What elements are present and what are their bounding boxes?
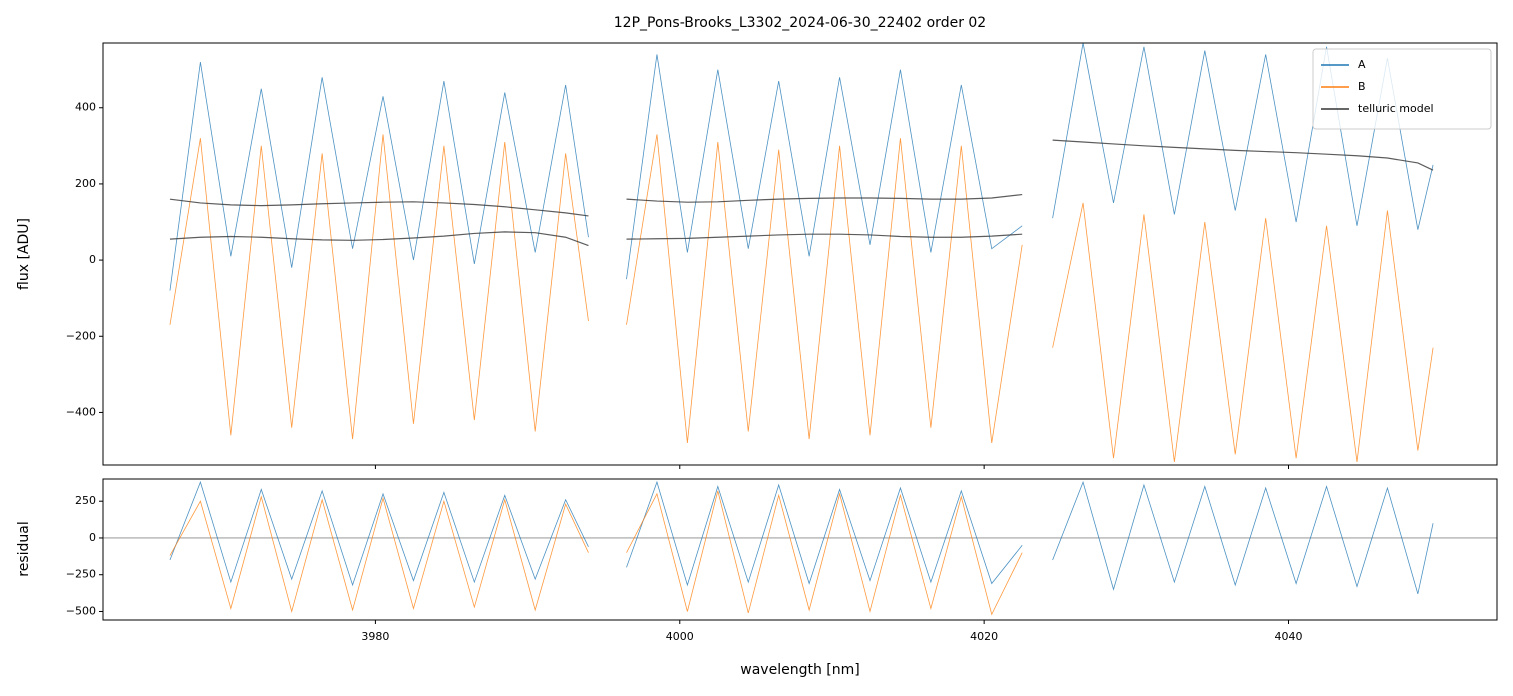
x-tick-label: 4020 <box>970 630 998 643</box>
spectrum-line <box>169 134 1434 463</box>
y-axis-label: residual <box>16 521 32 576</box>
model-line <box>169 139 1434 217</box>
x-axis-label: wavelength [nm] <box>740 662 859 678</box>
plot-area <box>103 480 1497 616</box>
legend-label: B <box>1358 80 1366 93</box>
legend-box <box>1312 48 1492 130</box>
y-tick-label: 200 <box>75 177 96 190</box>
legend-label: A <box>1358 58 1366 71</box>
model-line <box>169 231 1023 247</box>
y-tick-label: 0 <box>89 253 96 266</box>
y-tick-label: −250 <box>66 568 96 581</box>
axes-frame <box>102 478 1498 621</box>
y-tick-label: −500 <box>66 604 96 617</box>
spectrum-line <box>169 490 1023 616</box>
y-tick-label: −400 <box>66 405 96 418</box>
y-tick-label: −200 <box>66 329 96 342</box>
y-tick-label: 400 <box>75 101 96 114</box>
legend-label: telluric model <box>1358 102 1434 115</box>
plot-area <box>169 43 1434 463</box>
x-tick-label: 4040 <box>1275 630 1303 643</box>
spectrum-line <box>169 480 1434 594</box>
y-axis-label: flux [ADU] <box>16 218 32 290</box>
chart-title: 12P_Pons-Brooks_L3302_2024-06-30_22402 o… <box>614 15 986 31</box>
y-tick-label: 0 <box>89 531 96 544</box>
axes-frame <box>102 42 1498 466</box>
x-tick-label: 4000 <box>666 630 694 643</box>
x-tick-label: 3980 <box>361 630 389 643</box>
y-tick-label: 250 <box>75 494 96 507</box>
